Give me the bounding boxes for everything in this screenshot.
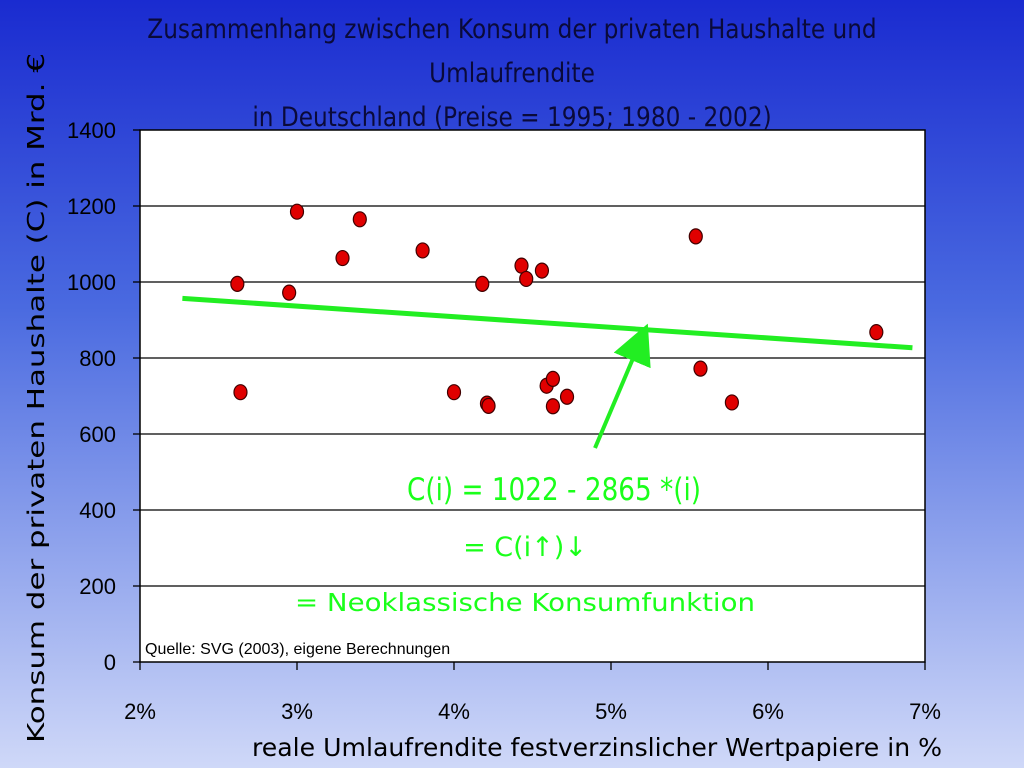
x-tick-label: 3% bbox=[281, 699, 313, 724]
data-point bbox=[352, 211, 367, 228]
data-point bbox=[545, 398, 561, 415]
x-tick-label: 4% bbox=[438, 699, 470, 724]
annotation-arrow bbox=[593, 323, 651, 449]
data-point bbox=[446, 384, 462, 401]
annotation-line3: = Neoklassische Konsumfunktion bbox=[295, 588, 755, 617]
data-point bbox=[869, 324, 884, 341]
data-point bbox=[559, 388, 575, 405]
x-tick-label: 5% bbox=[595, 699, 627, 724]
data-point bbox=[693, 360, 708, 377]
equation-label: C(i) = 1022 - 2865 *(i) bbox=[407, 472, 701, 508]
data-point bbox=[475, 275, 490, 292]
data-point bbox=[724, 394, 739, 411]
y-tick-label: 0 bbox=[104, 650, 116, 675]
x-tick-label: 2% bbox=[124, 699, 156, 724]
y-axis: 0 200 400 600 800 1000 1200 1400 bbox=[67, 118, 140, 675]
x-tick-label: 7% bbox=[909, 699, 941, 724]
data-point bbox=[534, 262, 550, 279]
data-point bbox=[289, 203, 305, 220]
x-tick-label: 6% bbox=[752, 699, 784, 724]
data-point bbox=[233, 384, 248, 401]
trend-line-group bbox=[182, 295, 913, 351]
data-point bbox=[282, 284, 297, 301]
chart-title-line1: Zusammenhang zwischen Konsum der private… bbox=[147, 14, 877, 89]
data-point bbox=[230, 275, 245, 292]
y-tick-label: 1200 bbox=[67, 194, 116, 219]
trend-line bbox=[182, 295, 913, 351]
y-tick-label: 800 bbox=[79, 346, 116, 371]
chart-title: Zusammenhang zwischen Konsum der private… bbox=[72, 8, 953, 140]
y-tick-label: 200 bbox=[79, 574, 116, 599]
y-tick-label: 1400 bbox=[67, 118, 116, 143]
data-point bbox=[415, 242, 430, 259]
data-point bbox=[519, 270, 534, 288]
source-note: Quelle: SVG (2003), eigene Berechnungen bbox=[145, 641, 450, 658]
y-tick-label: 1000 bbox=[67, 270, 116, 295]
x-axis: 2% 3% 4% 5% 6% 7% bbox=[124, 662, 941, 724]
data-points bbox=[230, 203, 884, 415]
data-point bbox=[481, 397, 496, 414]
y-tick-label: 400 bbox=[79, 498, 116, 523]
y-axis-title: Konsum der privaten Haushalte (C) in Mrd… bbox=[24, 53, 50, 743]
chart-title-line2: in Deutschland (Preise = 1995; 1980 - 20… bbox=[252, 102, 772, 133]
plot-area bbox=[139, 129, 926, 663]
x-axis-title: reale Umlaufrendite festverzinslicher We… bbox=[252, 733, 942, 762]
data-point bbox=[545, 370, 561, 387]
y-tick-label: 600 bbox=[79, 422, 116, 447]
annotation-line2: = C(i↑)↓ bbox=[463, 532, 587, 563]
data-point bbox=[688, 228, 703, 245]
data-point bbox=[335, 249, 350, 267]
